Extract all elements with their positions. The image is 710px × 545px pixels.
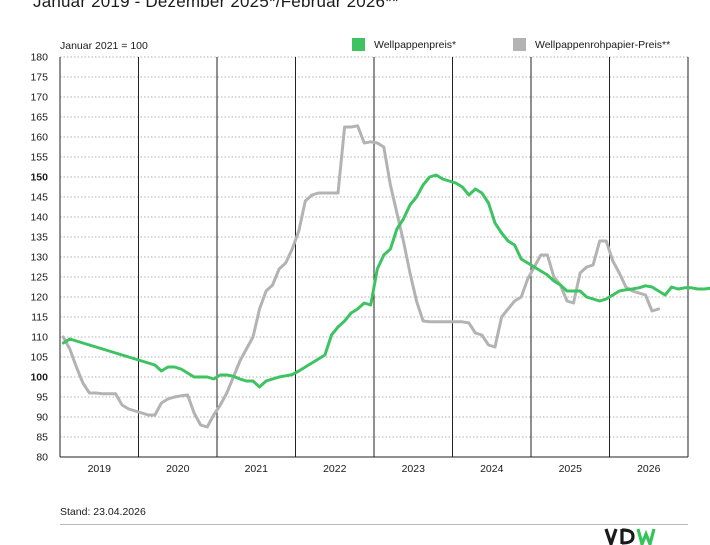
- ytick-label-180: 180: [30, 52, 48, 64]
- ytick-label-120: 120: [30, 292, 48, 304]
- footer-divider: [60, 524, 688, 525]
- vdw-logo-mark: [604, 528, 656, 545]
- index-base-note: Januar 2021 = 100: [60, 40, 148, 52]
- legend-swatch-green: [352, 38, 365, 51]
- ytick-label-110: 110: [31, 332, 48, 344]
- xtick-label-2021: 2021: [245, 463, 269, 475]
- ytick-label-130: 130: [30, 252, 48, 264]
- xtick-label-2019: 2019: [88, 463, 112, 475]
- xtick-label-2020: 2020: [166, 463, 190, 475]
- ytick-label-125: 125: [30, 272, 48, 284]
- ytick-label-105: 105: [30, 352, 48, 364]
- ytick-label-145: 145: [30, 192, 48, 204]
- legend-swatch-gray: [513, 38, 526, 51]
- legend-label-wellpappenpreis: Wellpappenpreis*: [374, 38, 457, 51]
- stand-date: Stand: 23.04.2026: [60, 506, 146, 518]
- legend-item-wellpappenpreis: Wellpappenpreis*: [352, 38, 456, 51]
- ytick-label-80: 80: [36, 452, 48, 464]
- ytick-label-160: 160: [30, 132, 48, 144]
- ytick-label-140: 140: [30, 212, 48, 224]
- ytick-label-170: 170: [30, 92, 48, 104]
- ytick-label-85: 85: [36, 432, 48, 444]
- ytick-label-135: 135: [30, 232, 48, 244]
- xtick-label-2024: 2024: [480, 463, 504, 475]
- ytick-label-175: 175: [30, 72, 48, 84]
- vdw-logo: [604, 528, 704, 545]
- legend-item-rohpapier: Wellpappenrohpapier-Preis**: [513, 38, 670, 51]
- series-line-wellpappenpreis: [61, 173, 710, 389]
- ytick-label-155: 155: [30, 152, 48, 164]
- ytick-label-90: 90: [36, 412, 48, 424]
- ytick-label-115: 115: [31, 312, 48, 324]
- chart-title: Januar 2019 - Dezember 2025*/Februar 202…: [33, 0, 399, 11]
- xtick-label-2023: 2023: [402, 463, 426, 475]
- ytick-label-100: 100: [30, 372, 48, 384]
- series-line-rohpapier: [61, 124, 661, 429]
- xtick-label-2022: 2022: [323, 463, 347, 475]
- ytick-label-95: 95: [36, 392, 48, 404]
- xtick-label-2025: 2025: [559, 463, 583, 475]
- ytick-label-165: 165: [30, 112, 48, 124]
- ytick-label-150: 150: [30, 172, 48, 184]
- xtick-label-2026: 2026: [637, 463, 661, 475]
- legend-label-rohpapier: Wellpappenrohpapier-Preis**: [535, 38, 671, 51]
